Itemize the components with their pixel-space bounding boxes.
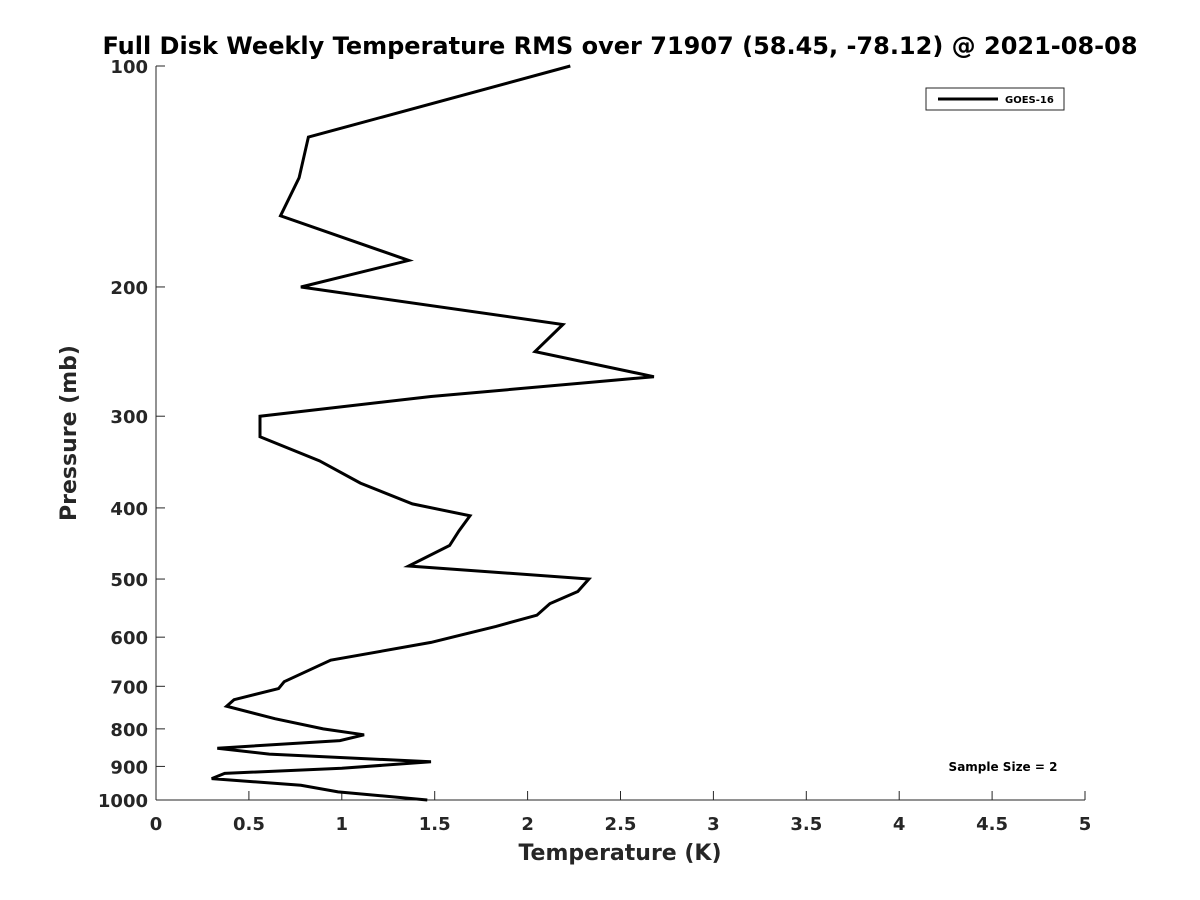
sample-size-annotation: Sample Size = 2 (949, 760, 1058, 774)
x-axis-ticks: 0 0.5 1 1.5 2 2.5 3 3.5 4 4.5 5 (150, 791, 1092, 835)
y-axis-label: Pressure (mb) (57, 345, 82, 521)
y-axis-ticks: 100 200 300 400 500 600 700 800 900 1000 (98, 57, 165, 812)
series-line-goes-16 (211, 64, 655, 802)
x-tick-label: 0 (150, 814, 163, 835)
x-tick-label: 1 (336, 814, 349, 835)
legend: GOES-16 (925, 87, 1065, 111)
x-tick-label: 2 (521, 814, 534, 835)
x-tick-label: 5 (1079, 814, 1092, 835)
series-layer (211, 64, 655, 802)
y-tick-label: 700 (110, 677, 148, 698)
y-tick-label: 100 (110, 57, 148, 78)
y-tick-label: 300 (110, 407, 148, 428)
x-tick-label: 4 (893, 814, 906, 835)
x-axis-label: Temperature (K) (518, 841, 721, 866)
x-tick-label: 4.5 (976, 814, 1008, 835)
y-tick-label: 400 (110, 499, 148, 520)
x-tick-label: 3.5 (790, 814, 822, 835)
y-tick-label: 1000 (98, 791, 148, 812)
y-tick-label: 600 (110, 628, 148, 649)
x-tick-label: 3 (707, 814, 720, 835)
legend-label-goes-16: GOES-16 (1005, 95, 1054, 106)
x-tick-label: 1.5 (419, 814, 451, 835)
y-tick-label: 900 (110, 757, 148, 778)
y-tick-label: 500 (110, 570, 148, 591)
plot-area (155, 66, 1085, 801)
x-tick-label: 0.5 (233, 814, 265, 835)
x-tick-label: 2.5 (605, 814, 637, 835)
chart-title: Full Disk Weekly Temperature RMS over 71… (102, 32, 1137, 60)
y-tick-label: 200 (110, 278, 148, 299)
y-tick-label: 800 (110, 720, 148, 741)
